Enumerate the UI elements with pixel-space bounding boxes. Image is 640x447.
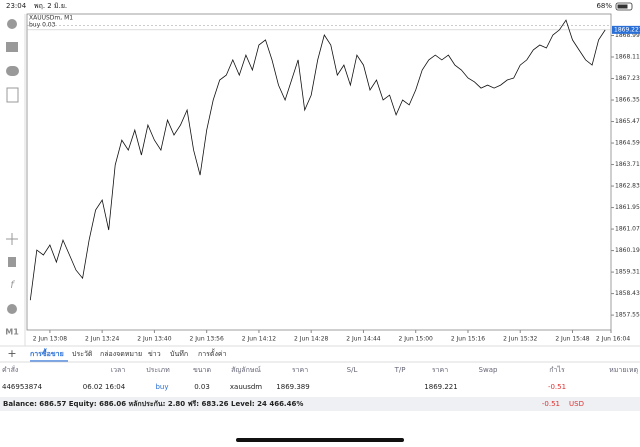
table-cell: 06.02 16:04 (83, 383, 126, 391)
table-header: ขนาด (193, 366, 211, 374)
y-tick-label: 1859.310 (615, 269, 640, 276)
table-cell: -0.51 (548, 383, 566, 391)
table-header: T/P (394, 366, 406, 374)
balance-summary: Balance: 686.57 Equity: 686.06 หลักประกั… (3, 400, 303, 408)
table-cell: buy (155, 383, 168, 391)
x-tick-label: 2 Jun 15:16 (451, 336, 485, 343)
x-tick-label: 2 Jun 13:24 (85, 336, 119, 343)
table-cell: 1869.221 (424, 383, 457, 391)
y-tick-label: 1865.470 (615, 118, 640, 125)
table-header: หมายเหตุ (609, 366, 638, 374)
y-tick-label: 1868.990 (615, 32, 640, 39)
battery-icon (615, 2, 633, 11)
y-tick-label: 1867.230 (615, 75, 640, 82)
tab[interactable]: การตั้งค่า (198, 347, 227, 358)
y-tick-label: 1866.350 (615, 97, 640, 104)
x-tick-label: 2 Jun 14:12 (242, 336, 276, 343)
status-date: พฤ. 2 มิ.ย. (34, 2, 67, 10)
status-battery: 68% (596, 2, 612, 10)
function-icon[interactable]: f (10, 280, 15, 291)
x-tick-label: 2 Jun 15:48 (555, 336, 589, 343)
battery-level (617, 4, 628, 9)
x-tick-label: 2 Jun 15:32 (503, 336, 537, 343)
tab[interactable]: ข่าว (148, 350, 161, 358)
y-tick-label: 1863.710 (615, 161, 640, 168)
price-tag: 1869.221 (614, 26, 640, 33)
indicator-icon[interactable] (8, 257, 16, 267)
x-tick-label: 2 Jun 14:28 (294, 336, 328, 343)
add-button[interactable]: + (7, 347, 16, 360)
y-tick-label: 1864.590 (615, 140, 640, 147)
x-tick-label: 2 Jun 15:00 (399, 336, 433, 343)
x-tick-label: 2 Jun 13:40 (137, 336, 171, 343)
trade-icon[interactable] (6, 42, 18, 52)
y-tick-label: 1860.190 (615, 247, 640, 254)
account-icon[interactable] (7, 19, 17, 29)
y-tick-label: 1861.950 (615, 204, 640, 211)
table-cell: 446953874 (2, 383, 43, 391)
balance-bar (0, 397, 640, 411)
price-line-series (29, 19, 606, 301)
position-label: buy 0.03 (29, 21, 56, 28)
table-header: ราคา (292, 366, 308, 374)
currency: USD (569, 400, 584, 408)
table-header: คำสั่ง (2, 365, 18, 374)
tab[interactable]: บันทึก (170, 349, 188, 358)
table-cell: 0.03 (194, 383, 210, 391)
table-header: ประเภท (146, 366, 170, 374)
plot-frame (26, 13, 612, 331)
table-header: S/L (347, 366, 358, 374)
tab[interactable]: กล่องจดหมาย (100, 350, 142, 358)
y-tick-label: 1861.070 (615, 226, 640, 233)
price-tag-box (612, 25, 640, 34)
x-tick-label: 2 Jun 14:44 (346, 336, 380, 343)
table-header: เวลา (111, 366, 126, 374)
x-tick-label: 2 Jun 13:56 (190, 336, 224, 343)
table-header: กำไร (549, 365, 565, 374)
tab[interactable]: การซื้อขาย (30, 347, 64, 358)
objects-icon[interactable] (7, 304, 17, 314)
y-tick-label: 1858.430 (615, 290, 640, 297)
symbol-label: XAUUSDm, M1 (29, 15, 73, 22)
x-tick-label: 2 Jun 13:08 (33, 336, 67, 343)
total-profit: -0.51 (542, 400, 560, 408)
chat-icon[interactable] (6, 66, 19, 76)
y-tick-label: 1857.550 (615, 312, 640, 319)
timeframe-button[interactable]: M1 (5, 328, 19, 337)
table-cell: 1869.389 (276, 383, 309, 391)
new-icon[interactable] (6, 87, 19, 103)
status-time: 23:04 (6, 2, 27, 10)
toolbar: f (6, 19, 19, 314)
x-tick-label: 2 Jun 16:04 (596, 336, 630, 343)
home-indicator (236, 438, 404, 442)
y-tick-label: 1862.830 (615, 183, 640, 190)
crosshair-icon[interactable] (6, 233, 18, 245)
table-cell: xauusdm (230, 383, 262, 391)
table-header: สัญลักษณ์ (231, 366, 261, 374)
y-tick-label: 1868.110 (615, 54, 640, 61)
tab[interactable]: ประวัติ (72, 350, 93, 358)
table-header: Swap (479, 366, 498, 374)
table-header: ราคา (432, 366, 448, 374)
